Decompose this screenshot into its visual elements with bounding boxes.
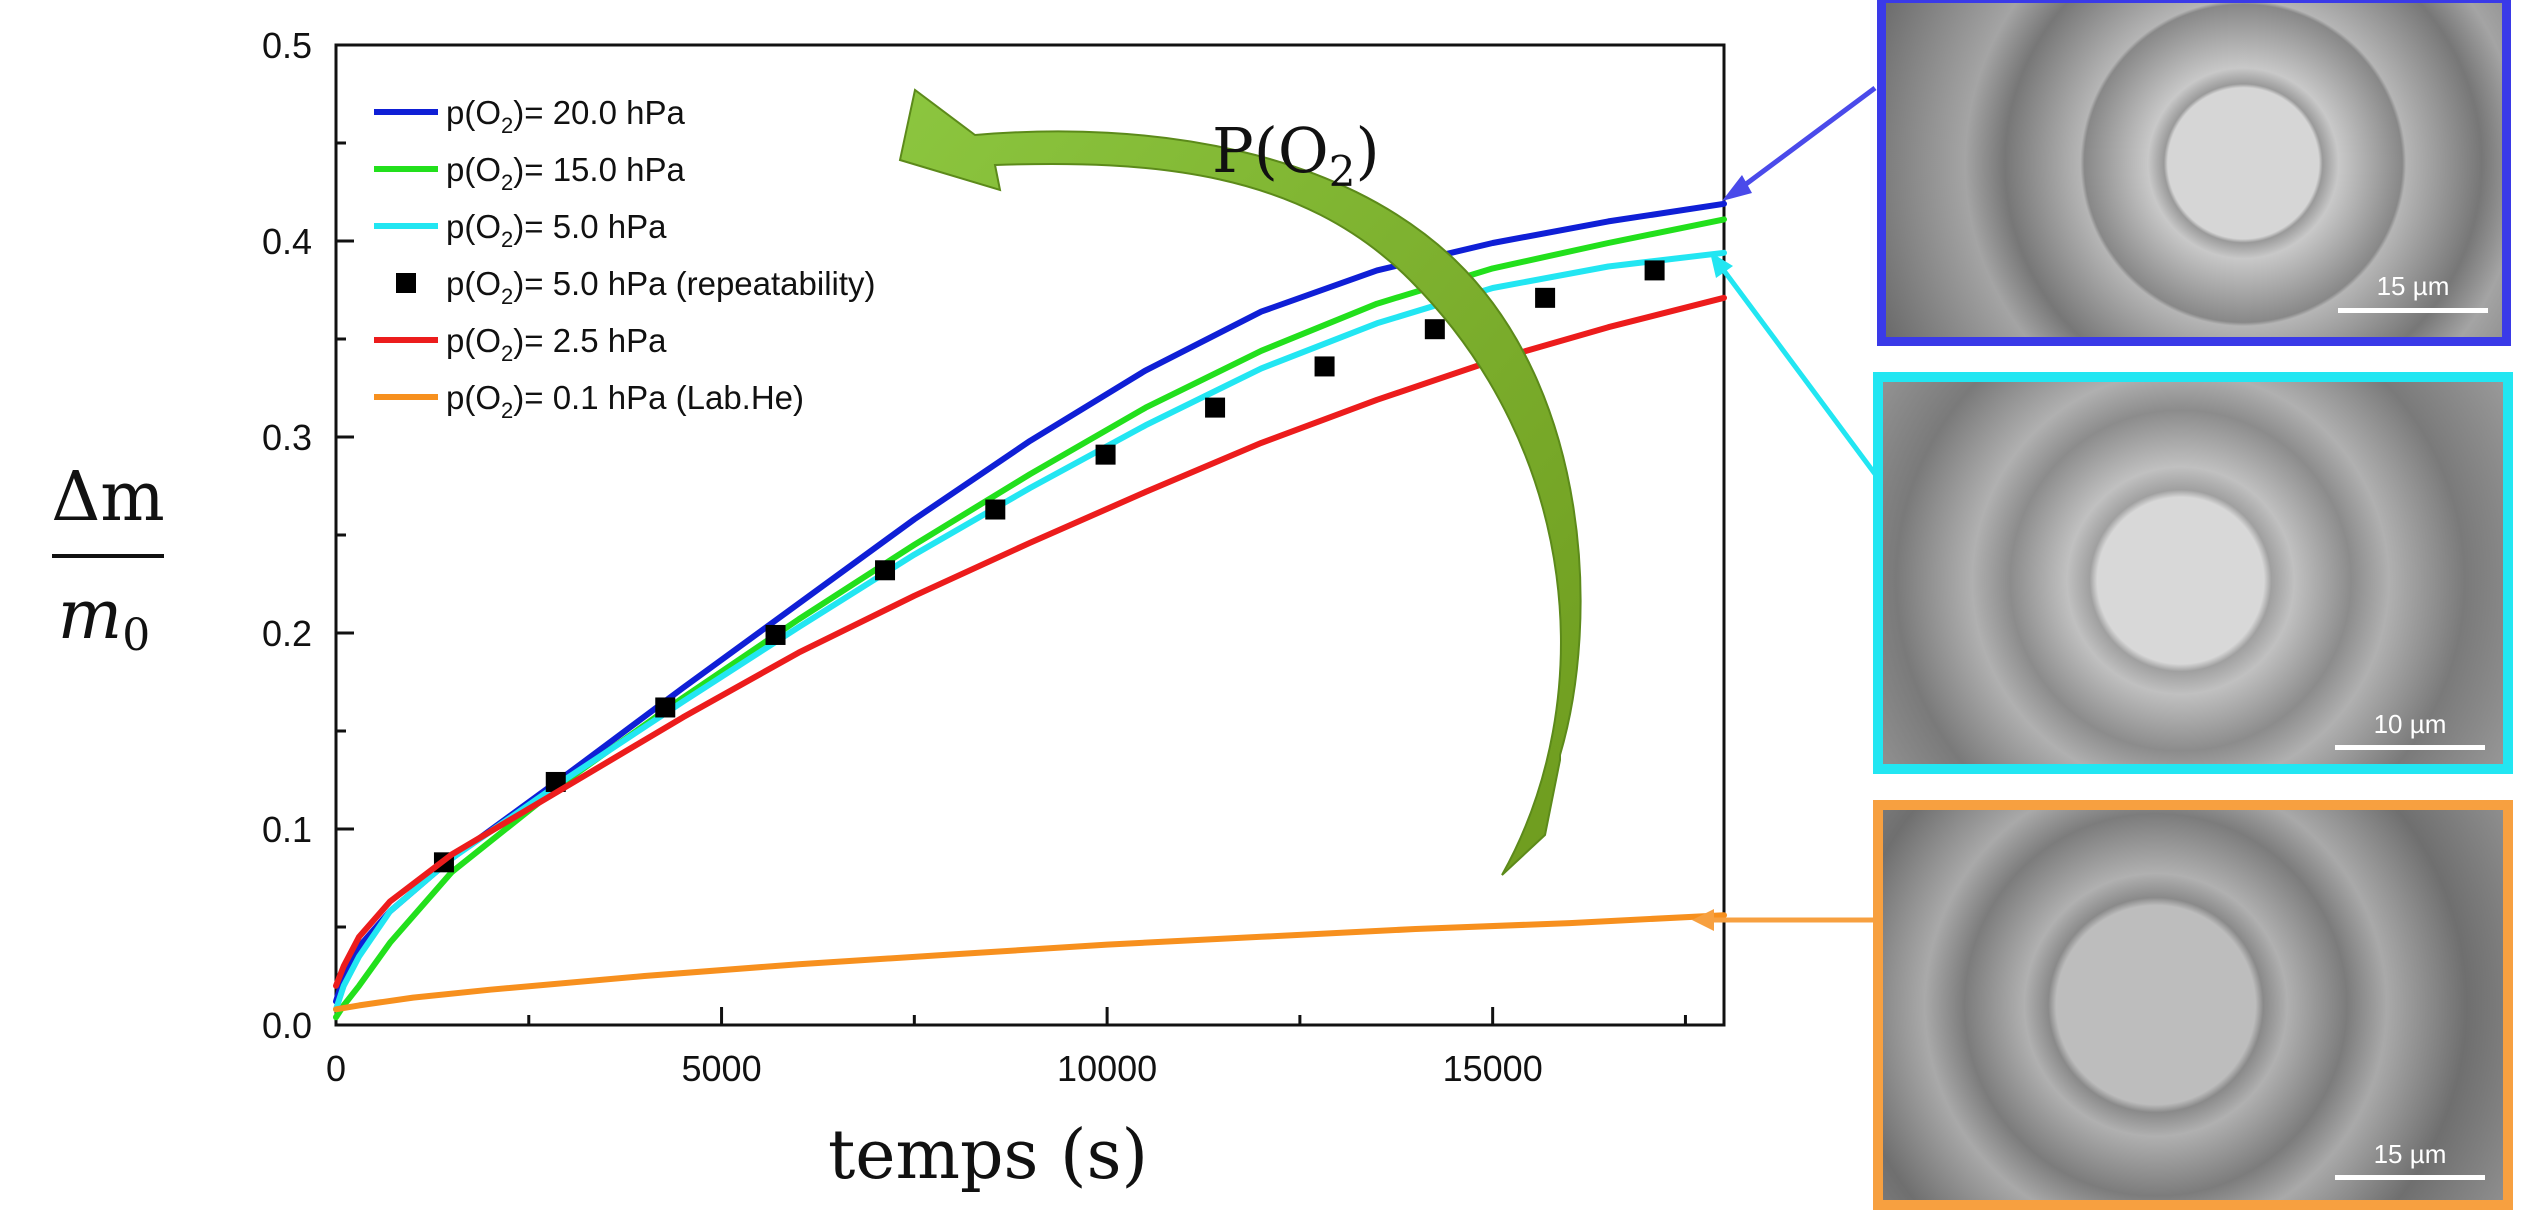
scale-label-middle: 10 µm [2373,709,2447,739]
data-point [655,697,676,718]
y-axis-title: Δm m0 [51,458,165,661]
pointer-arrow-top [1736,85,1877,193]
y-tick-label: 0.1 [262,809,312,850]
sem-image-bottom: 15 µm [1873,800,2513,1210]
data-point [765,624,786,645]
series-line-4 [333,294,1727,989]
data-point [1095,444,1116,465]
legend-label: p(O2)= 15.0 hPa [446,151,685,195]
y-tick-label: 0.2 [262,613,312,654]
data-point [985,499,1006,520]
pointer-arrowhead-middle [1710,252,1733,278]
y-tick-label: 0.3 [262,417,312,458]
pointer-arrowhead-bottom [1692,909,1714,931]
sem-image-top: 15 µm [1877,0,2511,346]
x-tick-labels: 0 5000 10000 15000 [326,1048,1543,1089]
y-axis-denominator: m0 [58,576,150,661]
pressure-annotation: P(O2) [1212,114,1380,196]
legend-label: p(O2)= 2.5 hPa [446,322,667,366]
legend-label: p(O2)= 5.0 hPa [446,208,667,252]
legend-label: p(O2)= 5.0 hPa (repeatability) [446,265,876,309]
y-axis-numerator: Δm [51,458,165,537]
x-axis-title: temps (s) [828,1116,1148,1195]
data-point [1205,397,1226,418]
scale-bar-middle [2335,745,2485,750]
data-point [1535,287,1556,308]
legend-swatch [396,273,416,293]
x-tick-label: 10000 [1057,1048,1157,1089]
pointer-arrows [1692,85,1881,931]
data-point [1314,356,1335,377]
x-tick-label: 5000 [682,1048,762,1089]
legend-label: p(O2)= 0.1 hPa (Lab.He) [446,379,804,423]
pressure-trend-arrow [898,88,1582,876]
plot-frame [334,43,1726,1027]
x-tick-label: 15000 [1443,1048,1543,1089]
y-tick-label: 0.0 [262,1005,312,1046]
legend-label: p(O2)= 20.0 hPa [446,94,685,138]
series-line-5 [333,912,1727,1013]
y-tick-label: 0.5 [262,25,312,66]
pointer-arrow-middle [1719,266,1881,480]
data-point [875,560,896,581]
data-point [1424,319,1445,340]
legend: p(O2)= 20.0 hPa p(O2)= 15.0 hPa p(O2)= 5.0… [374,94,876,423]
x-tick-label: 0 [326,1048,346,1089]
scale-label-top: 15 µm [2376,271,2450,301]
sem-image-middle: 10 µm [1873,372,2513,774]
pointer-arrowhead-top [1722,175,1752,201]
scale-bar-bottom [2335,1175,2485,1180]
axis-ticks [334,43,1687,1027]
y-tick-label: 0.4 [262,221,312,262]
scale-label-bottom: 15 µm [2373,1139,2447,1169]
y-tick-labels: 0.0 0.1 0.2 0.3 0.4 0.5 [262,25,312,1046]
scale-bar-top [2338,308,2488,313]
data-point [1644,260,1665,281]
